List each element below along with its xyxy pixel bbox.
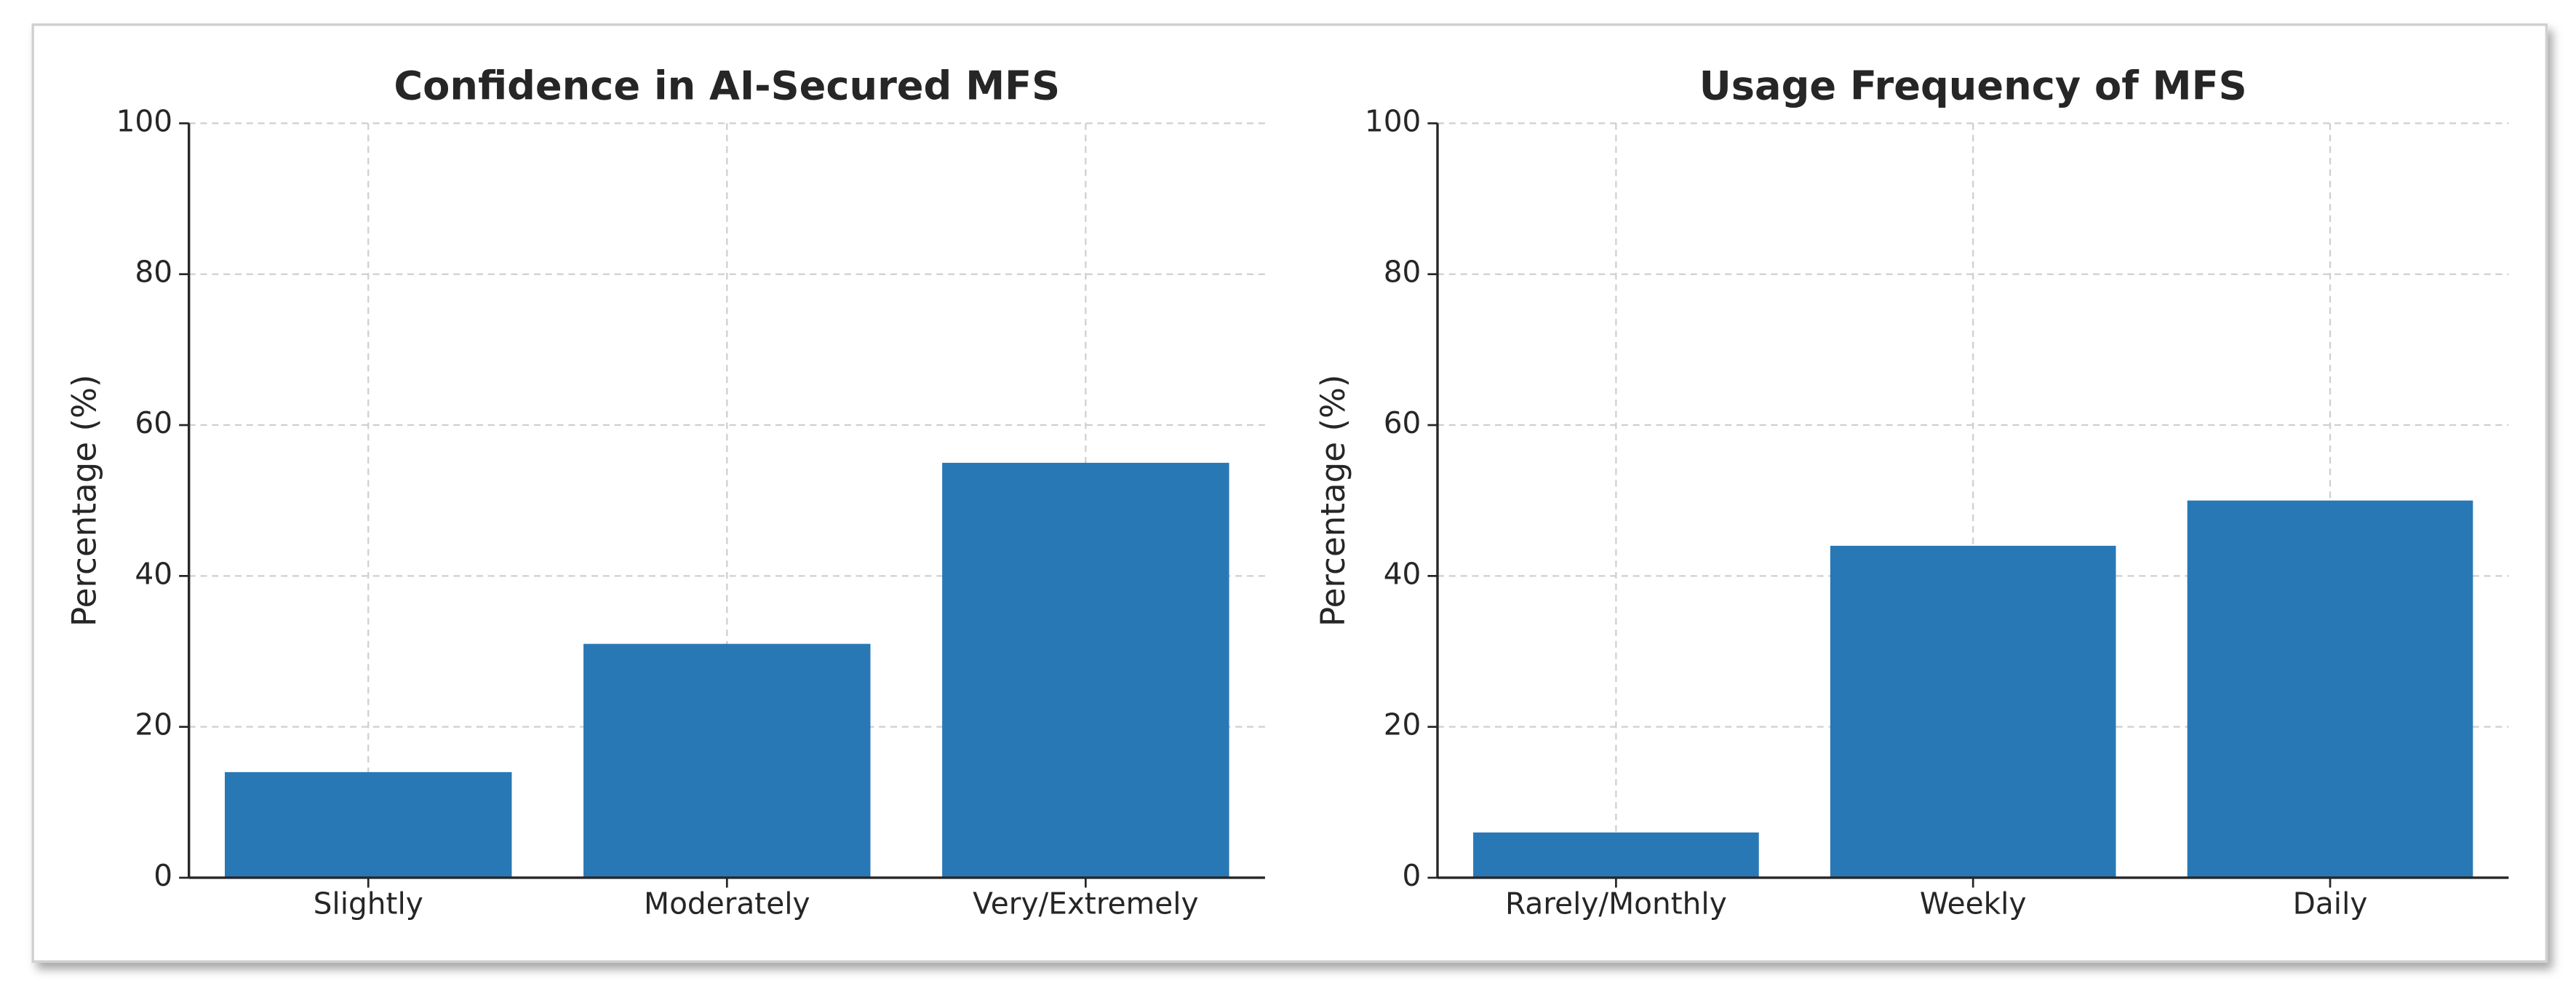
y-tick-label: 60 (1384, 405, 1421, 440)
y-tick-label: 80 (135, 255, 172, 290)
y-tick-label: 40 (1384, 556, 1421, 591)
y-tick-label: 20 (1384, 707, 1421, 742)
x-tick-label: Rarely/Monthly (1505, 886, 1727, 921)
y-tick-label: 0 (153, 858, 172, 893)
bar (1473, 832, 1759, 878)
x-tick-label: Slightly (314, 886, 423, 921)
y-tick-label: 60 (135, 405, 172, 440)
x-tick-label: Moderately (644, 886, 810, 921)
chart-title: Usage Frequency of MFS (1699, 63, 2247, 109)
x-tick-label: Very/Extremely (973, 886, 1198, 921)
y-tick-label: 100 (116, 103, 173, 138)
bar (942, 462, 1229, 878)
bar (1830, 545, 2116, 878)
x-tick-label: Weekly (1920, 886, 2027, 921)
y-tick-label: 20 (135, 707, 172, 742)
y-axis-label: Percentage (%) (65, 374, 104, 627)
y-tick-label: 80 (1384, 255, 1421, 290)
bar (225, 771, 512, 878)
y-axis-label: Percentage (%) (1314, 374, 1352, 627)
bar (2187, 500, 2473, 878)
chart-title: Confidence in AI-Secured MFS (394, 63, 1060, 109)
bar (583, 643, 871, 878)
y-tick-label: 0 (1403, 858, 1421, 893)
x-tick-label: Daily (2293, 886, 2368, 921)
y-tick-label: 40 (135, 556, 172, 591)
y-tick-label: 100 (1365, 103, 1421, 138)
